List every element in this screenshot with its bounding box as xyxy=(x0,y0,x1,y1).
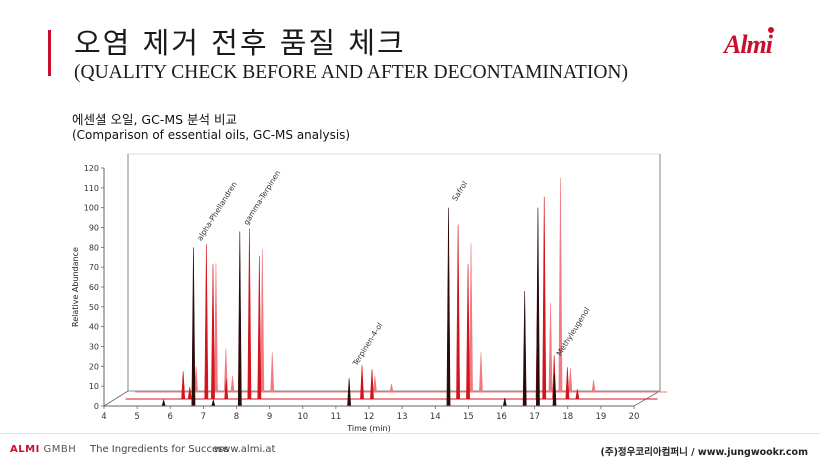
peak-depth-2-13 xyxy=(591,380,596,393)
y-tick-label-10: 100 xyxy=(84,204,99,213)
peak-depth-2-1 xyxy=(214,263,218,393)
peak-depth-2-5 xyxy=(270,352,275,393)
peak-depth-1-6 xyxy=(257,256,262,400)
peak-depth-1-7 xyxy=(360,365,364,400)
peak-depth-1-9 xyxy=(456,224,461,400)
y-tick-label-11: 110 xyxy=(84,184,99,193)
peak-depth-0-1 xyxy=(191,247,196,407)
x-tick-label-4: 8 xyxy=(234,412,239,422)
y-tick-label-8: 80 xyxy=(89,243,99,252)
page-title-korean: 오염 제거 전후 품질 체크 xyxy=(74,26,406,60)
peak-depth-0-3 xyxy=(237,231,242,407)
peak-depth-1-14 xyxy=(565,367,570,400)
peak-depth-2-3 xyxy=(230,376,235,393)
y-tick-label-7: 70 xyxy=(89,263,99,272)
y-tick-label-5: 50 xyxy=(89,303,99,312)
footer-brand: ALMI GMBH xyxy=(10,444,76,455)
footer-brand-red: ALMI xyxy=(10,444,40,455)
x-tick-label-9: 13 xyxy=(397,412,408,422)
x-tick-label-8: 12 xyxy=(364,412,375,422)
peak-depth-0-5 xyxy=(446,207,451,407)
title-accent-bar xyxy=(48,30,51,76)
y-tick-label-1: 10 xyxy=(89,382,99,391)
peak-annotation-2: Terpinen-4-ol xyxy=(350,321,384,368)
x-tick-label-15: 19 xyxy=(595,412,606,422)
footer-slogan: The Ingredients for Success xyxy=(90,444,229,455)
x-tick-label-0: 4 xyxy=(101,412,106,422)
x-tick-label-13: 17 xyxy=(529,412,540,422)
peak-depth-2-0 xyxy=(194,366,198,393)
peak-depth-1-10 xyxy=(466,264,470,400)
footer-divider xyxy=(0,433,820,434)
x-tick-label-2: 6 xyxy=(168,412,173,422)
y-axis-label: Relative Abundance xyxy=(71,247,80,327)
peak-depth-2-9 xyxy=(479,352,483,393)
x-tick-label-12: 16 xyxy=(496,412,507,422)
y-tick-label-12: 120 xyxy=(84,164,99,173)
y-tick-label-6: 60 xyxy=(89,283,99,292)
peak-depth-1-2 xyxy=(204,244,209,400)
peak-depth-2-12 xyxy=(568,368,573,393)
x-tick-label-11: 15 xyxy=(463,412,474,422)
peak-depth-0-0 xyxy=(161,398,166,407)
peak-depth-1-0 xyxy=(181,371,186,400)
peak-depth-2-4 xyxy=(260,249,265,393)
peak-depth-2-11 xyxy=(558,177,563,393)
peak-depth-2-7 xyxy=(389,384,394,393)
peak-depth-1-1 xyxy=(187,387,192,400)
almi-logo: Almi xyxy=(723,27,774,60)
peak-annotation-3: Safrol xyxy=(450,180,469,203)
y-tick-label-4: 40 xyxy=(89,323,99,332)
section-subtitle-english: (Comparison of essential oils, GC-MS ana… xyxy=(72,128,351,142)
peak-depth-2-6 xyxy=(373,376,377,393)
x-tick-label-7: 11 xyxy=(330,412,341,422)
footer-partner-link[interactable]: (주)정우코리아컴퍼니 / www.jungwookr.com xyxy=(600,447,809,458)
footer-brand-rest: GMBH xyxy=(39,444,77,455)
depth-edge-left xyxy=(103,390,129,407)
y-tick-label-2: 20 xyxy=(89,362,99,371)
peak-depth-0-7 xyxy=(522,290,527,407)
x-axis-label: Time (min) xyxy=(346,424,390,433)
peak-depth-1-12 xyxy=(542,196,547,400)
peak-depth-0-8 xyxy=(536,207,540,407)
logo-dot-icon xyxy=(768,27,774,33)
peak-depth-2-8 xyxy=(469,243,473,393)
peak-annotation-0: alpha-Phellandren xyxy=(195,180,239,243)
y-tick-label-0: 0 xyxy=(94,402,99,411)
footer-website-link[interactable]: www.almi.at xyxy=(214,444,276,455)
x-tick-label-1: 5 xyxy=(134,412,139,422)
peak-depth-0-2 xyxy=(211,398,216,407)
peak-depth-1-15 xyxy=(575,389,580,400)
x-tick-label-16: 20 xyxy=(629,412,640,422)
x-tick-label-3: 7 xyxy=(201,412,206,422)
peak-depth-2-10 xyxy=(548,302,553,393)
almi-logo-text: Almi xyxy=(723,30,773,59)
peak-depth-1-5 xyxy=(247,228,252,400)
x-tick-label-10: 14 xyxy=(430,412,441,422)
peak-depth-1-4 xyxy=(224,379,229,400)
peak-depth-1-3 xyxy=(211,264,215,400)
y-tick-label-9: 90 xyxy=(89,224,99,233)
page-title-english: (QUALITY CHECK BEFORE AND AFTER DECONTAM… xyxy=(74,62,628,83)
x-tick-label-14: 18 xyxy=(562,412,573,422)
peak-annotation-1: gamma-Terpinen xyxy=(242,169,283,227)
y-tick-label-3: 30 xyxy=(89,343,99,352)
x-tick-label-5: 9 xyxy=(267,412,272,422)
x-tick-label-6: 10 xyxy=(297,412,308,422)
section-subtitle-korean: 에센셜 오일, GC-MS 분석 비교 xyxy=(72,112,238,127)
peak-depth-1-8 xyxy=(370,369,374,400)
